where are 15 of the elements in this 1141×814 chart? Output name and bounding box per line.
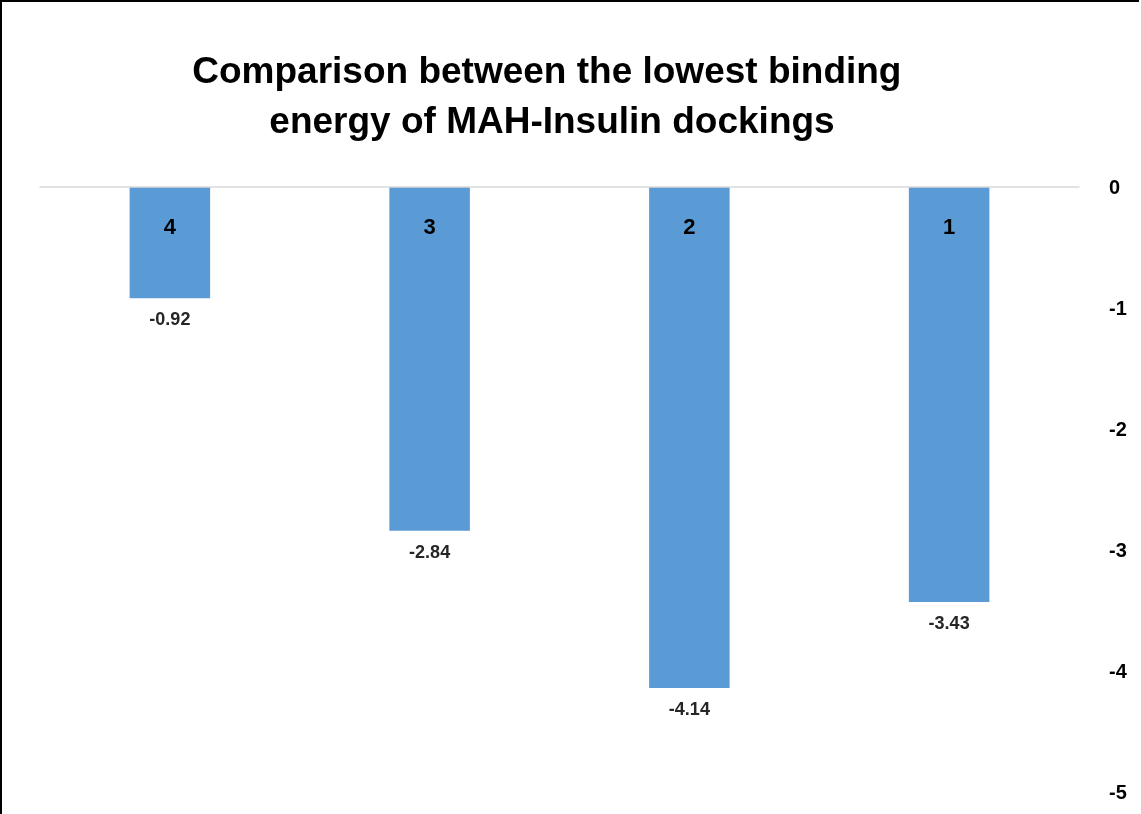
data-label: -4.14	[668, 698, 710, 719]
y-tick-label: -5	[1109, 781, 1127, 803]
x-tick-label: 1	[943, 213, 956, 239]
x-tick-label: 3	[423, 213, 436, 239]
data-label: -3.43	[928, 613, 970, 634]
y-tick-label: -3	[1109, 539, 1127, 561]
x-tick-label: 2	[683, 213, 696, 239]
x-tick-label: 4	[163, 213, 177, 239]
y-tick-label: 0	[1109, 176, 1121, 198]
y-tick-label: -1	[1109, 297, 1127, 319]
y-tick-label: -4	[1109, 660, 1128, 682]
chart-title: Comparison between the lowest binding energy of MAH-Insulin dockings	[192, 49, 912, 141]
y-tick-label: -2	[1109, 418, 1127, 440]
data-label: -0.92	[149, 309, 191, 330]
data-label: -2.84	[409, 541, 451, 562]
